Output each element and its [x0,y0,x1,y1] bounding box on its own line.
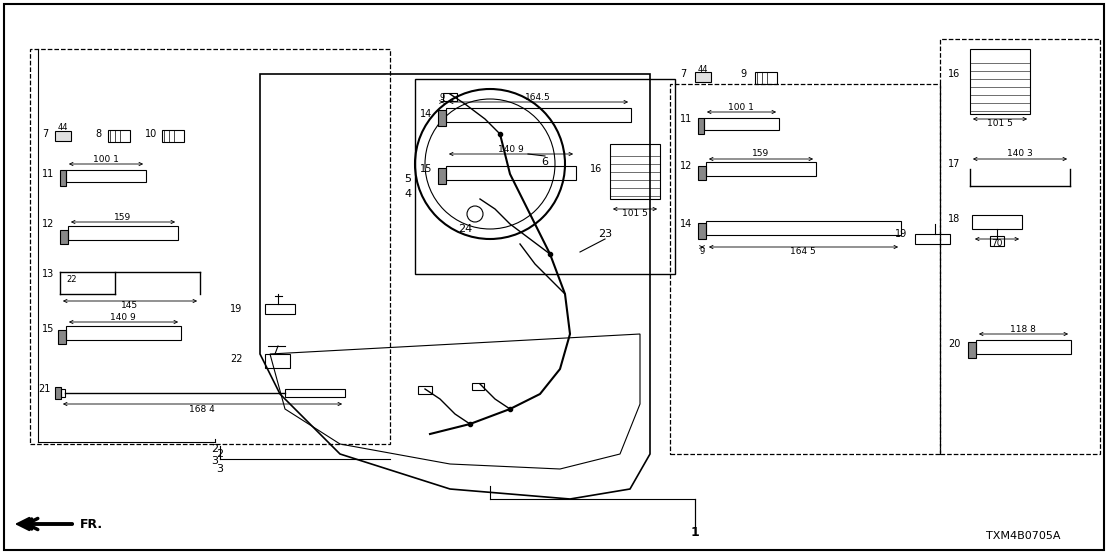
Text: 101 5: 101 5 [987,120,1013,129]
Text: 16: 16 [589,164,603,174]
Text: FR.: FR. [80,517,103,531]
Text: 2: 2 [216,449,224,459]
Bar [438,168,447,184]
Bar [976,340,1071,354]
Bar [447,166,576,180]
Text: 19: 19 [230,304,243,314]
Text: 70: 70 [992,239,1003,249]
Bar [972,215,1022,229]
Text: 164.5: 164.5 [525,93,551,101]
Bar [698,223,706,239]
Text: 24: 24 [458,224,472,234]
Text: 118 8: 118 8 [1010,325,1036,334]
Bar [915,234,950,244]
Bar [991,236,1004,246]
Text: 10: 10 [145,129,157,139]
Bar [447,108,630,122]
Text: 7: 7 [680,69,686,79]
Text: 2: 2 [212,444,218,454]
FancyArrowPatch shape [22,519,72,529]
Text: 3: 3 [212,456,218,466]
Text: 4: 4 [404,189,411,199]
Text: 13: 13 [42,269,54,279]
Text: 7: 7 [42,129,49,139]
Text: 23: 23 [598,229,612,239]
Text: 22: 22 [230,354,243,364]
Text: 11: 11 [42,169,54,179]
Text: 9: 9 [740,69,746,79]
Bar [162,130,184,142]
Bar [265,354,290,368]
Bar [107,130,130,142]
Text: 140 9: 140 9 [110,312,136,321]
Text: 140 9: 140 9 [499,145,524,153]
Text: 17: 17 [948,159,961,169]
Bar [472,383,484,390]
Text: 140 3: 140 3 [1007,150,1033,158]
Bar [698,118,704,134]
Bar [704,118,779,130]
Text: 8: 8 [95,129,101,139]
Text: 5: 5 [404,174,411,184]
Text: 14: 14 [680,219,692,229]
Bar [670,84,940,454]
Bar [68,226,178,240]
Text: 21: 21 [38,384,50,394]
Text: 12: 12 [42,219,54,229]
Bar [55,387,61,399]
Bar [55,131,71,141]
Bar [30,49,390,444]
Bar [66,170,146,182]
Bar [706,162,815,176]
Bar [968,342,976,358]
Bar [706,221,901,235]
Bar [698,166,706,180]
Bar [60,170,66,186]
Bar [438,110,447,126]
Text: 22: 22 [66,274,78,284]
Bar [285,389,345,397]
Bar [60,230,68,244]
Text: 159: 159 [114,213,132,222]
Text: 9: 9 [699,248,705,257]
Text: 16: 16 [948,69,961,79]
Text: 6: 6 [542,157,548,167]
Text: 18: 18 [948,214,961,224]
Text: 14: 14 [420,109,432,119]
Text: 19: 19 [895,229,907,239]
Text: 11: 11 [680,114,692,124]
Text: 12: 12 [680,161,692,171]
Bar [418,386,432,394]
Bar [66,326,181,340]
Text: 168 4: 168 4 [189,404,215,413]
Bar [970,49,1030,114]
Bar [416,79,675,274]
Text: 164 5: 164 5 [790,248,815,257]
Text: 100 1: 100 1 [93,155,119,163]
Text: 1: 1 [690,526,699,538]
Bar [443,93,456,101]
Bar [265,304,295,314]
Text: 15: 15 [420,164,432,174]
Text: 9: 9 [440,93,444,101]
Bar [940,39,1100,454]
Bar [755,72,777,84]
Text: 101 5: 101 5 [622,209,648,218]
Text: 20: 20 [948,339,961,349]
Text: 145: 145 [122,301,138,310]
Text: 3: 3 [216,464,224,474]
Text: TXM4B0705A: TXM4B0705A [985,531,1060,541]
Bar [58,330,66,344]
Bar [61,389,65,397]
Bar [695,72,711,82]
Text: 100 1: 100 1 [728,102,753,111]
Text: 44: 44 [58,124,69,132]
Bar [611,144,660,199]
Text: 159: 159 [752,150,770,158]
Text: 44: 44 [698,64,708,74]
Text: 15: 15 [42,324,54,334]
